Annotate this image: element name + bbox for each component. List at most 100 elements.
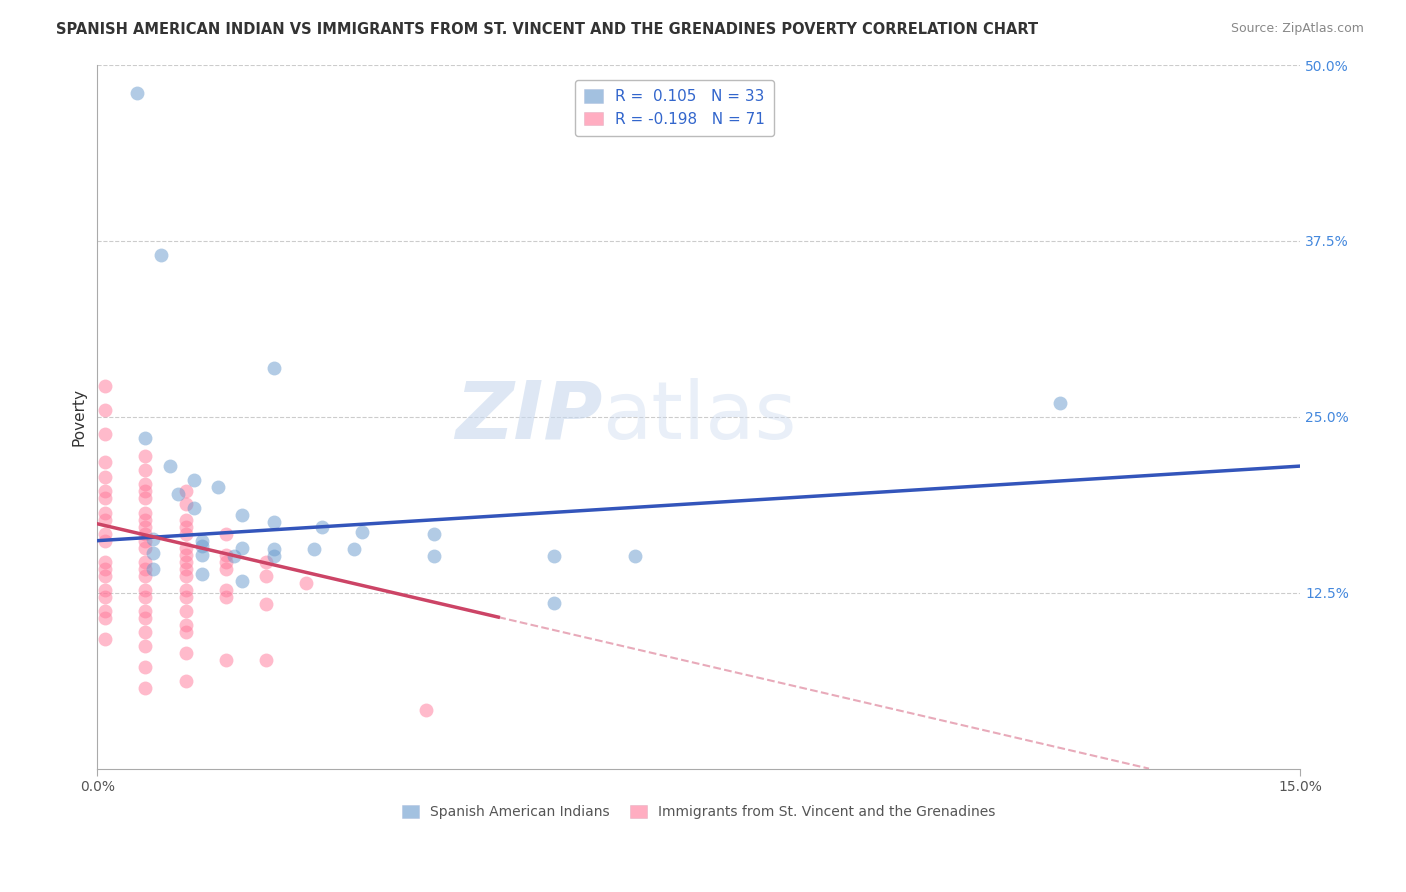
Point — [190, 548, 212, 562]
Point — [134, 681, 156, 696]
Point — [254, 597, 277, 611]
Point — [543, 596, 565, 610]
Point — [94, 379, 117, 393]
Point — [174, 526, 197, 541]
Point — [94, 611, 117, 625]
Point — [134, 555, 156, 569]
Point — [134, 611, 156, 625]
Point — [134, 569, 156, 583]
Point — [174, 562, 197, 576]
Point — [134, 541, 156, 555]
Point — [134, 562, 156, 576]
Point — [134, 484, 156, 499]
Point — [134, 512, 156, 526]
Point — [94, 604, 117, 618]
Point — [174, 541, 197, 555]
Text: Source: ZipAtlas.com: Source: ZipAtlas.com — [1230, 22, 1364, 36]
Point — [174, 497, 197, 511]
Point — [295, 575, 318, 590]
Point — [214, 590, 236, 604]
Point — [134, 491, 156, 506]
Point — [214, 562, 236, 576]
Point — [174, 582, 197, 597]
Point — [263, 516, 285, 530]
Point — [134, 604, 156, 618]
Point — [134, 477, 156, 491]
Point — [423, 549, 446, 563]
Point — [623, 549, 645, 563]
Point — [207, 480, 229, 494]
Point — [254, 653, 277, 667]
Point — [134, 519, 156, 533]
Point — [214, 582, 236, 597]
Point — [254, 569, 277, 583]
Point — [134, 625, 156, 640]
Point — [94, 569, 117, 583]
Point — [134, 506, 156, 520]
Point — [94, 484, 117, 499]
Point — [134, 526, 156, 541]
Point — [263, 360, 285, 375]
Point — [543, 549, 565, 563]
Point — [94, 426, 117, 441]
Text: SPANISH AMERICAN INDIAN VS IMMIGRANTS FROM ST. VINCENT AND THE GRENADINES POVERT: SPANISH AMERICAN INDIAN VS IMMIGRANTS FR… — [56, 22, 1039, 37]
Point — [166, 487, 188, 501]
Point — [415, 702, 437, 716]
Point — [231, 541, 253, 555]
Point — [350, 525, 373, 540]
Point — [231, 508, 253, 523]
Point — [94, 582, 117, 597]
Point — [134, 639, 156, 653]
Point — [222, 549, 245, 563]
Point — [134, 582, 156, 597]
Point — [159, 459, 181, 474]
Point — [174, 604, 197, 618]
Point — [174, 646, 197, 660]
Point — [214, 555, 236, 569]
Point — [134, 431, 156, 445]
Point — [174, 548, 197, 562]
Point — [94, 491, 117, 506]
Point — [183, 473, 205, 487]
Point — [214, 653, 236, 667]
Point — [183, 501, 205, 516]
Point — [263, 542, 285, 557]
Point — [174, 484, 197, 499]
Point — [174, 590, 197, 604]
Point — [174, 625, 197, 640]
Legend: Spanish American Indians, Immigrants from St. Vincent and the Grenadines: Spanish American Indians, Immigrants fro… — [396, 800, 1001, 825]
Point — [302, 542, 325, 557]
Point — [174, 674, 197, 689]
Point — [423, 526, 446, 541]
Point — [174, 519, 197, 533]
Point — [127, 87, 149, 101]
Point — [94, 402, 117, 417]
Point — [94, 533, 117, 548]
Point — [174, 512, 197, 526]
Point — [94, 512, 117, 526]
Point — [142, 533, 165, 547]
Y-axis label: Poverty: Poverty — [72, 388, 86, 446]
Point — [142, 562, 165, 576]
Point — [1049, 396, 1071, 410]
Point — [263, 549, 285, 563]
Point — [94, 632, 117, 647]
Point — [214, 548, 236, 562]
Point — [174, 569, 197, 583]
Point — [142, 546, 165, 560]
Text: ZIP: ZIP — [456, 378, 603, 456]
Text: atlas: atlas — [603, 378, 797, 456]
Point — [94, 470, 117, 484]
Point — [134, 590, 156, 604]
Point — [134, 533, 156, 548]
Point — [94, 555, 117, 569]
Point — [94, 455, 117, 469]
Point — [190, 539, 212, 553]
Point — [134, 660, 156, 674]
Point — [94, 506, 117, 520]
Point — [190, 567, 212, 582]
Point — [134, 449, 156, 463]
Point — [254, 555, 277, 569]
Point — [94, 590, 117, 604]
Point — [174, 555, 197, 569]
